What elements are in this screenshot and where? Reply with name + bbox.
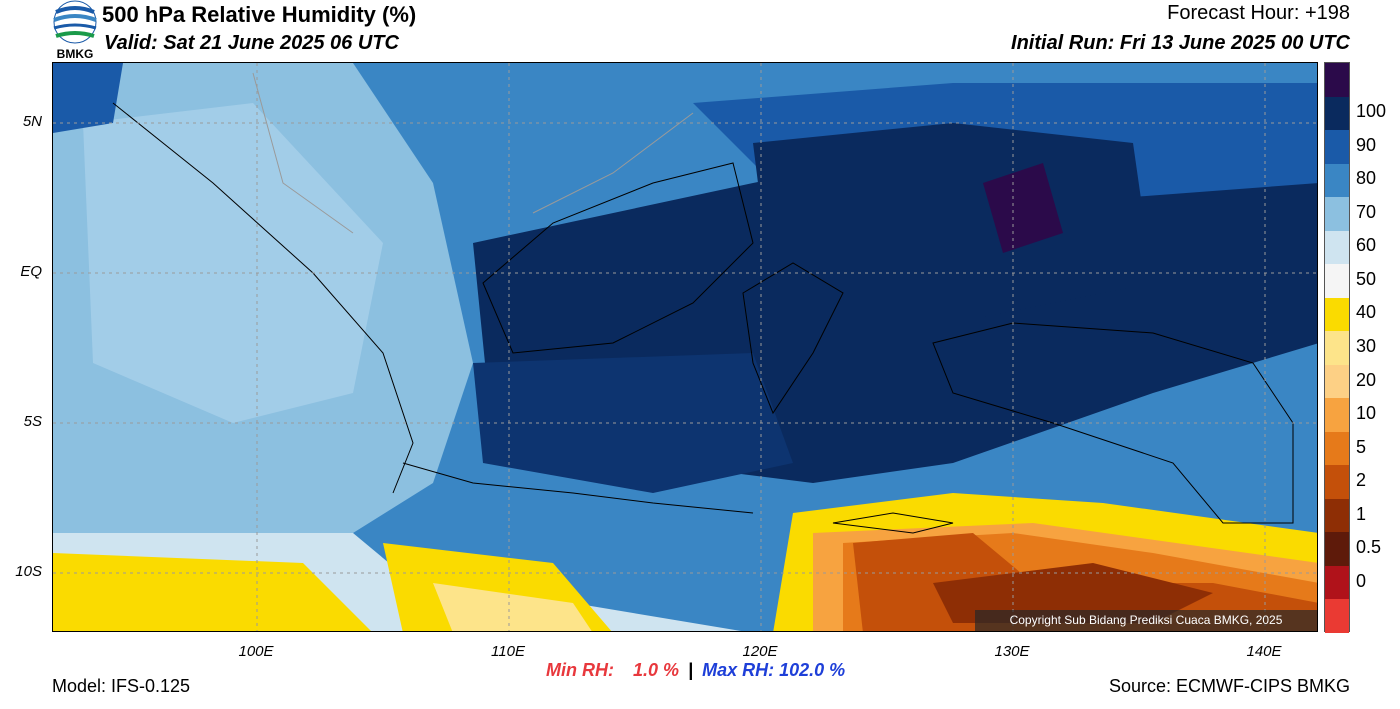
colorbar-segment bbox=[1325, 297, 1349, 332]
logo-text: BMKG bbox=[57, 47, 94, 61]
initial-run: Initial Run: Fri 13 June 2025 00 UTC bbox=[1011, 32, 1350, 54]
colorbar-label: 2 bbox=[1356, 470, 1367, 491]
colorbar-segment bbox=[1325, 230, 1349, 265]
colorbar-segment bbox=[1325, 364, 1349, 399]
colorbar-label: 60 bbox=[1356, 235, 1377, 256]
colorbar bbox=[1324, 62, 1350, 634]
colorbar-label: 0 bbox=[1356, 570, 1367, 591]
colorbar-segment bbox=[1325, 398, 1349, 433]
colorbar-label: 20 bbox=[1356, 369, 1377, 390]
bmkg-logo: BMKG bbox=[50, 0, 100, 62]
min-rh-label: Min RH: bbox=[546, 660, 614, 680]
colorbar-label: 100 bbox=[1356, 101, 1387, 122]
colorbar-label: 0.5 bbox=[1356, 537, 1382, 558]
min-rh-value: 1.0 % bbox=[633, 660, 680, 680]
colorbar-segment bbox=[1325, 532, 1349, 567]
model-label: Model: IFS-0.125 bbox=[52, 676, 191, 696]
lat-label-eq: EQ bbox=[20, 263, 42, 280]
colorbar-label: 50 bbox=[1356, 268, 1377, 289]
colorbar-segment bbox=[1325, 599, 1349, 634]
colorbar-segment bbox=[1325, 465, 1349, 500]
source-label: Source: ECMWF-CIPS BMKG bbox=[1108, 676, 1350, 696]
colorbar-segment bbox=[1325, 331, 1349, 366]
lat-label-10s: 10S bbox=[15, 563, 42, 580]
forecast-hour: Forecast Hour: +198 bbox=[1167, 2, 1350, 24]
colorbar-label: 70 bbox=[1356, 201, 1377, 222]
humidity-map[interactable] bbox=[52, 62, 1318, 632]
colorbar-segment bbox=[1325, 163, 1349, 198]
colorbar-segment bbox=[1325, 498, 1349, 533]
max-rh: Max RH: 102.0 % bbox=[702, 660, 846, 680]
rh-stats: Min RH: 1.0 % | Max RH: 102.0 % bbox=[546, 660, 845, 681]
chart-title: 500 hPa Relative Humidity (%) bbox=[102, 2, 417, 27]
colorbar-label: 1 bbox=[1356, 503, 1367, 524]
copyright-banner: Copyright Sub Bidang Prediksi Cuaca BMKG… bbox=[975, 610, 1317, 631]
colorbar-segment bbox=[1325, 130, 1349, 165]
colorbar-label: 30 bbox=[1356, 336, 1377, 356]
colorbar-label: 80 bbox=[1356, 168, 1377, 189]
lon-label-110e: 110E bbox=[491, 643, 525, 660]
lon-label-120e: 120E bbox=[742, 643, 778, 660]
lat-label-5n: 5N bbox=[22, 113, 42, 130]
colorbar-segment bbox=[1325, 565, 1349, 600]
lat-label-5s: 5S bbox=[23, 413, 42, 430]
colorbar-segment bbox=[1325, 264, 1349, 299]
valid-time: Valid: Sat 21 June 2025 06 UTC bbox=[104, 32, 399, 54]
lon-label-140e: 140E bbox=[1246, 643, 1282, 660]
colorbar-segment bbox=[1325, 197, 1349, 232]
colorbar-segment bbox=[1325, 96, 1349, 131]
stats-separator: | bbox=[688, 660, 694, 680]
colorbar-label: 90 bbox=[1356, 134, 1377, 155]
colorbar-segment bbox=[1325, 431, 1349, 466]
colorbar-label: 40 bbox=[1356, 302, 1377, 323]
lon-label-100e: 100E bbox=[238, 643, 274, 660]
colorbar-segment bbox=[1325, 63, 1349, 98]
lon-label-130e: 130E bbox=[994, 643, 1030, 660]
colorbar-label: 10 bbox=[1356, 403, 1377, 424]
colorbar-label: 5 bbox=[1356, 436, 1367, 457]
